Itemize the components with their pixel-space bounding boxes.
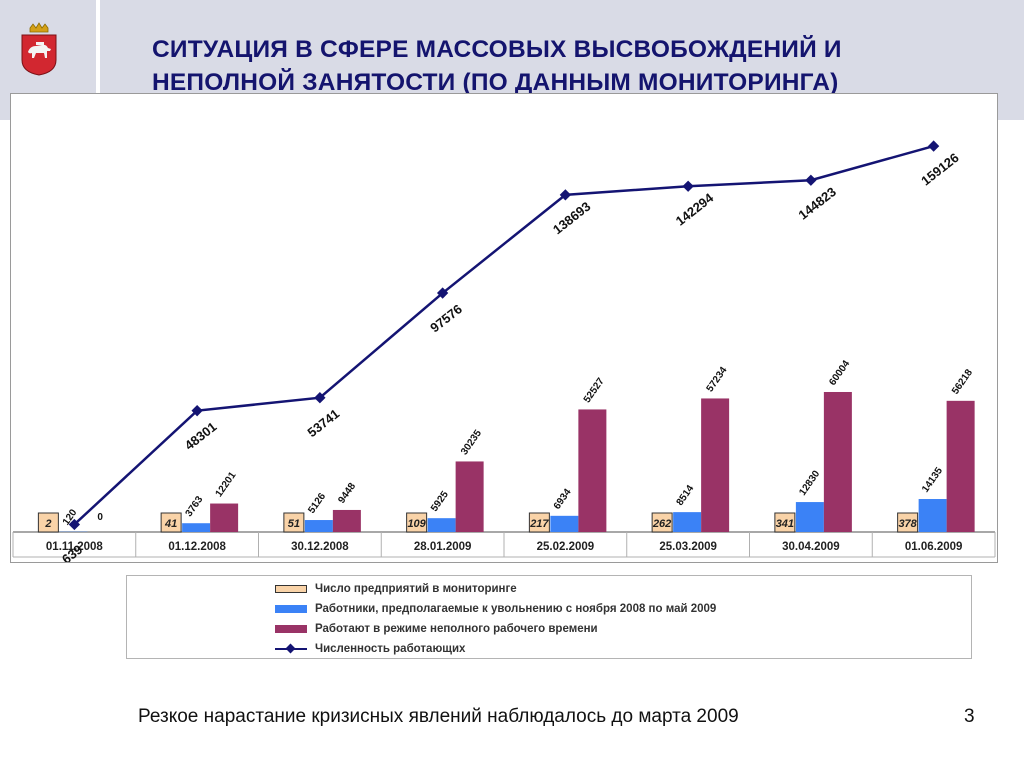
part-time-bar <box>701 398 730 532</box>
workers-bar <box>427 518 456 532</box>
employed-value-label: 97576 <box>427 301 465 335</box>
workers-value-label: 8514 <box>675 483 697 508</box>
legend-label-employed: Численность работающих <box>315 643 466 655</box>
x-tick-label: 01.11.2008 <box>46 541 104 553</box>
legend-label-part-time: Работают в режиме неполного рабочего вре… <box>315 623 598 635</box>
enterprise-count-box <box>406 512 428 533</box>
part-time-value-label: 12201 <box>214 470 239 499</box>
x-tick-label: 25.02.2009 <box>537 541 595 553</box>
x-tick-label: 28.01.2009 <box>414 541 472 553</box>
workers-value-label: 6934 <box>552 487 574 512</box>
part-time-value-label: 56218 <box>950 367 975 396</box>
enterprise-count-label: 109 <box>407 518 426 530</box>
page-number: 3 <box>964 706 975 727</box>
legend-item-enterprises: Число предприятий в мониторинге <box>275 579 517 599</box>
chart-frame: 01.11.2008 2 120 0 01.12.2008 41 3763 12201 30.1… <box>10 93 998 563</box>
enterprise-count-label: 378 <box>898 518 917 530</box>
enterprise-count-box <box>160 512 182 533</box>
enterprise-count-box <box>897 512 919 533</box>
workers-value-label: 12830 <box>797 468 822 497</box>
employed-value-label: 159126 <box>918 150 961 189</box>
employed-value-label: 48301 <box>182 419 220 453</box>
enterprise-count-box <box>774 512 796 533</box>
part-time-value-label: 9448 <box>336 481 358 506</box>
slide-title: СИТУАЦИЯ В СФЕРЕ МАССОВЫХ ВЫСВОБОЖДЕНИЙ … <box>152 33 992 99</box>
legend-label-workers-to-dismiss: Работники, предполагаемые к увольнению с… <box>315 603 717 615</box>
legend-item-workers-to-dismiss: Работники, предполагаемые к увольнению с… <box>275 599 716 619</box>
employed-point <box>559 189 572 201</box>
part-time-bar <box>578 409 607 532</box>
part-time-value-label: 60004 <box>827 358 852 387</box>
part-time-value-label: 52527 <box>582 376 607 405</box>
slide-title-line-1: СИТУАЦИЯ В СФЕРЕ МАССОВЫХ ВЫСВОБОЖДЕНИЙ … <box>152 36 842 63</box>
employed-point <box>682 180 694 192</box>
legend-swatch-workers-to-dismiss <box>275 605 307 613</box>
workers-value-label: 14135 <box>920 465 945 494</box>
footer-caption: Резкое нарастание кризисных явлений набл… <box>138 706 739 727</box>
x-tick-label: 01.12.2008 <box>168 541 226 553</box>
part-time-value-label: 0 <box>97 512 103 523</box>
employed-point <box>436 287 449 299</box>
workers-value-label: 5925 <box>429 489 451 514</box>
part-time-value-label: 57234 <box>705 365 730 394</box>
part-time-bar <box>823 391 852 532</box>
employed-value-label: 138693 <box>550 199 593 238</box>
part-time-bar <box>332 509 361 532</box>
x-tick-label: 30.04.2009 <box>782 541 840 553</box>
workers-bar <box>795 502 824 532</box>
workers-value-label: 5126 <box>306 491 328 516</box>
enterprise-count-label: 41 <box>164 518 177 530</box>
employed-value-label: 53741 <box>304 406 342 440</box>
part-time-bar <box>210 503 239 532</box>
legend-item-part-time: Работают в режиме неполного рабочего вре… <box>275 619 598 639</box>
enterprise-count-label: 341 <box>776 518 794 530</box>
employed-point <box>805 174 817 186</box>
enterprise-count-label: 217 <box>529 518 549 530</box>
enterprise-count-box <box>528 512 550 533</box>
workers-bar <box>918 499 947 532</box>
legend-swatch-enterprises <box>275 585 307 593</box>
x-tick-label: 30.12.2008 <box>291 541 349 553</box>
employed-point <box>68 518 81 531</box>
employed-point <box>191 405 203 417</box>
x-tick-label: 25.03.2009 <box>659 541 717 553</box>
workers-bar <box>304 520 333 532</box>
employed-value-label: 144823 <box>795 184 838 223</box>
enterprise-count-box <box>651 512 673 533</box>
legend-label-enterprises: Число предприятий в мониторинге <box>315 583 517 595</box>
enterprise-count-box <box>283 512 305 533</box>
x-tick-label: 01.06.2009 <box>905 541 963 553</box>
workers-bar <box>550 515 579 532</box>
legend-swatch-part-time <box>275 625 307 633</box>
perm-krai-coat-of-arms-icon <box>21 22 57 76</box>
chart-legend: Число предприятий в мониторинге Работник… <box>126 575 972 659</box>
employed-point <box>314 392 326 404</box>
part-time-value-label: 30235 <box>459 428 484 457</box>
enterprise-count-label: 51 <box>288 518 300 530</box>
enterprise-count-label: 2 <box>44 518 51 530</box>
employed-value-label: 142294 <box>673 190 717 229</box>
legend-item-employed: Численность работающих <box>275 639 465 659</box>
employed-line <box>73 144 934 526</box>
part-time-bar <box>455 461 484 532</box>
employed-point <box>927 140 940 152</box>
slide-title-line-2: НЕПОЛНОЙ ЗАНЯТОСТИ (ПО ДАННЫМ МОНИТОРИНГ… <box>152 69 839 96</box>
part-time-bar <box>946 400 975 532</box>
legend-swatch-employed <box>275 644 307 654</box>
enterprise-count-label: 262 <box>652 518 671 530</box>
header-separator <box>96 0 100 120</box>
workers-bar <box>182 523 211 532</box>
workers-bar <box>673 512 702 532</box>
workers-value-label: 3763 <box>184 494 206 519</box>
enterprise-count-box <box>37 512 59 533</box>
